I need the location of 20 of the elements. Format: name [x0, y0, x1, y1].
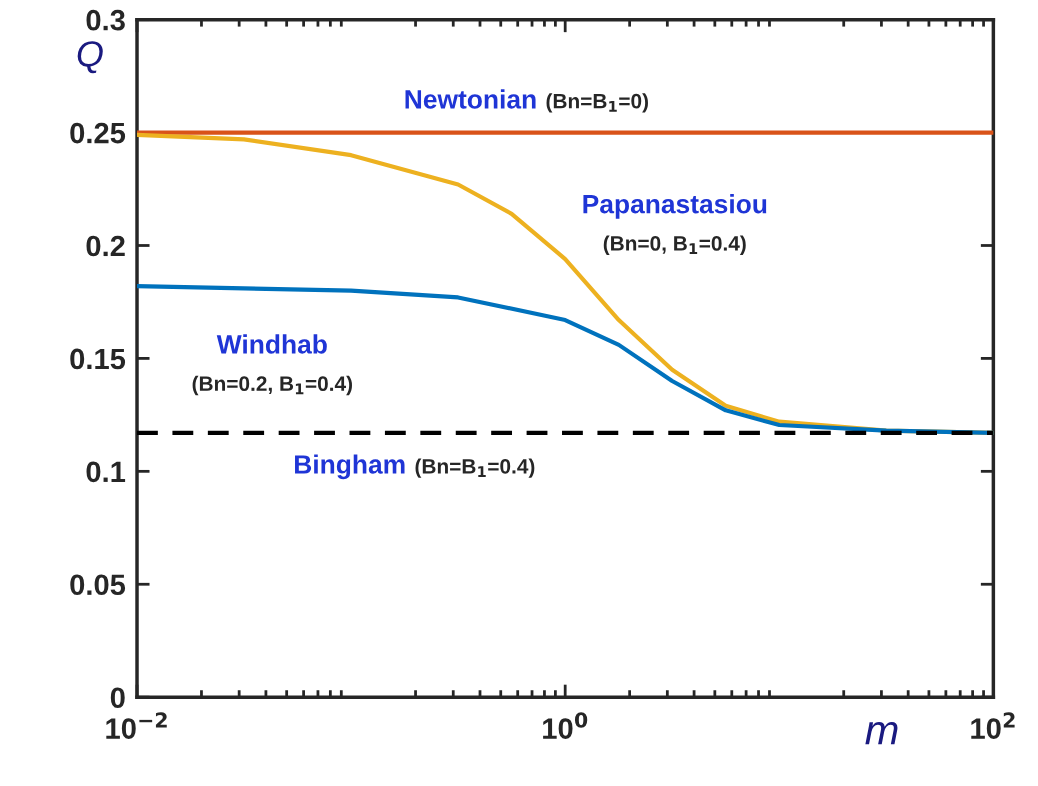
annotation: (Bn=0, B$_{1}$=0.4) — [603, 235, 746, 255]
x-tick-label: 10$^{2}$ — [971, 712, 1015, 739]
annotation: (Bn=0.2, B$_{1}$=0.4) — [192, 375, 352, 396]
y-tick-label: 0.1 — [86, 461, 126, 483]
y-tick-label: 0.2 — [86, 235, 125, 257]
y-tick-label: 0.05 — [70, 574, 126, 596]
series-label: Papanastasiou — [583, 194, 767, 219]
x-axis-title: m — [865, 721, 898, 745]
x-tick-label: 10$^{0}$ — [543, 712, 588, 739]
series-label: Newtonian — [405, 89, 536, 109]
annotation: (Bn=B$_{1}$=0) — [546, 93, 648, 113]
series-label: Windhab — [216, 334, 327, 354]
y-tick-label: 0.25 — [70, 122, 126, 144]
y-tick-label: 0.3 — [86, 9, 125, 31]
annotation: (Bn=B$_{1}$=0.4) — [415, 458, 535, 478]
y-tick-label: 0.15 — [70, 348, 126, 370]
y-axis-title: Q — [77, 41, 103, 74]
x-tick-label: 10$^{−2}$ — [106, 712, 167, 739]
series-label: Bingham — [295, 454, 405, 480]
y-tick-label: 0 — [110, 687, 125, 709]
